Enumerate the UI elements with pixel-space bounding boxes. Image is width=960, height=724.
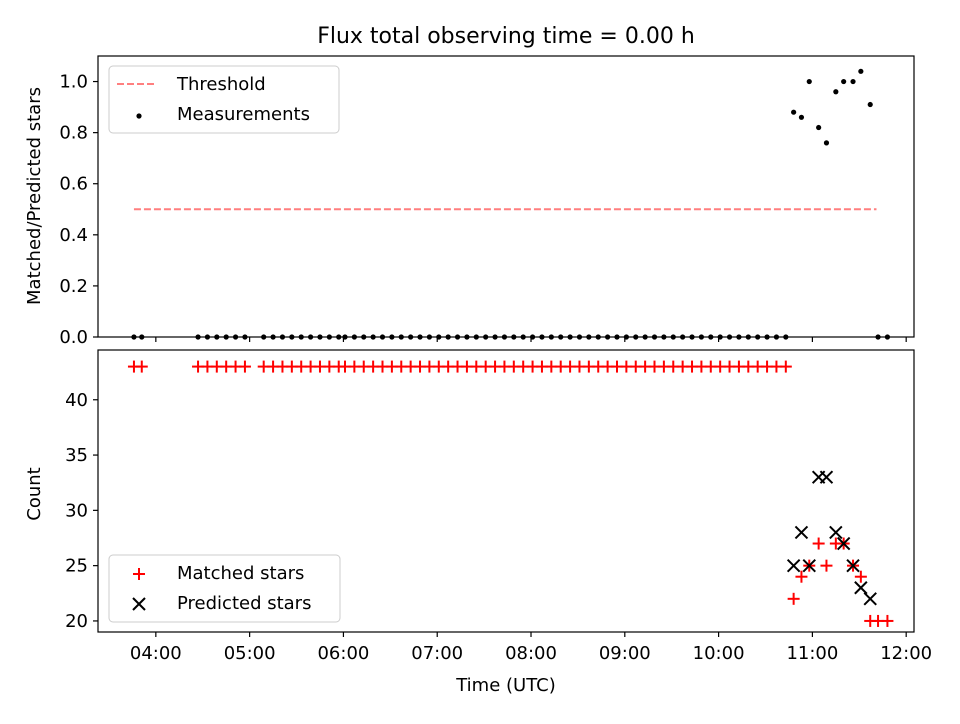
top-axes-frame	[97, 55, 915, 338]
x-tick-label: 10:00	[693, 643, 745, 664]
predicted-star-point	[863, 592, 877, 606]
measurement-point	[791, 109, 797, 115]
x-tick-label: 09:00	[599, 643, 651, 664]
measurements-legend-marker	[136, 113, 142, 119]
bottom-legend: Matched stars Predicted stars	[108, 554, 341, 623]
top-legend: Threshold Measurements	[108, 65, 340, 134]
measurement-point	[833, 89, 839, 95]
measurement-point	[816, 124, 822, 131]
matched-star-point	[881, 614, 894, 627]
matched-star-point	[787, 592, 800, 605]
measurement-point	[806, 78, 812, 85]
bottom-legend-box	[108, 554, 341, 623]
matched-star-point	[795, 570, 808, 583]
top-y-ticks: 0.0 0.2 0.4 0.6 0.8 1.0	[59, 72, 98, 348]
top-y-tick-label: 0.0	[59, 327, 88, 348]
top-y-tick-label: 0.8	[59, 123, 88, 144]
matched-legend-label: Matched stars	[177, 563, 304, 584]
predicted-star-point	[829, 525, 843, 540]
predicted-star-point	[854, 581, 868, 595]
x-tick-label: 11:00	[786, 643, 838, 664]
bottom-y-tick-label: 20	[65, 611, 88, 632]
matched-legend-marker	[133, 568, 145, 580]
x-tick-label: 05:00	[224, 643, 276, 664]
matched-star-point	[779, 360, 792, 373]
top-y-tick-label: 0.6	[59, 174, 88, 195]
predicted-star-point	[819, 470, 834, 484]
predicted-star-point	[786, 558, 801, 573]
bottom-y-axis-label: Count	[24, 467, 45, 520]
measurement-point	[841, 78, 847, 85]
x-tick-label: 06:00	[317, 643, 369, 664]
matched-star-point	[812, 537, 825, 550]
bottom-marks	[127, 360, 894, 627]
bottom-axes-frame	[97, 349, 915, 633]
measurement-point	[867, 101, 873, 108]
matched-star-point	[854, 570, 867, 583]
measurements-legend-label: Measurements	[177, 104, 310, 125]
top-y-tick-label: 0.2	[59, 276, 88, 297]
threshold-legend-label: Threshold	[176, 74, 266, 95]
top-y-tick-label: 0.4	[59, 225, 88, 246]
measurement-point	[858, 68, 864, 74]
top-y-tick-label: 1.0	[59, 72, 88, 93]
matched-star-point	[820, 559, 833, 572]
predicted-star-point	[846, 558, 860, 573]
predicted-star-point	[836, 536, 851, 551]
predicted-legend-marker	[132, 597, 146, 611]
x-tick-label: 07:00	[411, 643, 463, 664]
bottom-y-tick-label: 30	[65, 500, 88, 521]
predicted-star-point	[794, 525, 809, 540]
bottom-y-ticks: 20 25 30 35 40	[65, 390, 98, 632]
predicted-legend-label: Predicted stars	[177, 593, 311, 614]
measurement-point	[850, 78, 856, 85]
matched-star-point	[238, 360, 251, 373]
x-tick-label: 04:00	[130, 643, 182, 664]
top-marks	[131, 68, 891, 340]
bottom-y-tick-label: 25	[65, 556, 88, 577]
top-x-ticks	[155, 337, 907, 342]
predicted-star-point	[802, 558, 816, 573]
bottom-y-tick-label: 35	[65, 445, 88, 466]
matched-star-point	[135, 360, 148, 373]
x-axis-label: Time (UTC)	[455, 675, 556, 696]
top-legend-box	[108, 65, 340, 134]
measurement-point	[798, 114, 805, 120]
bottom-x-ticks: 04:00 05:00 06:00 07:00 08:00 09:00 10:00 11:00…	[130, 632, 932, 664]
top-y-axis-label: Matched/Predicted stars	[24, 87, 45, 305]
measurement-point	[823, 140, 830, 146]
chart-title: Flux total observing time = 0.00 h	[317, 24, 695, 49]
bottom-y-tick-label: 40	[65, 390, 88, 411]
x-tick-label: 12:00	[880, 643, 932, 664]
x-tick-label: 08:00	[505, 643, 557, 664]
